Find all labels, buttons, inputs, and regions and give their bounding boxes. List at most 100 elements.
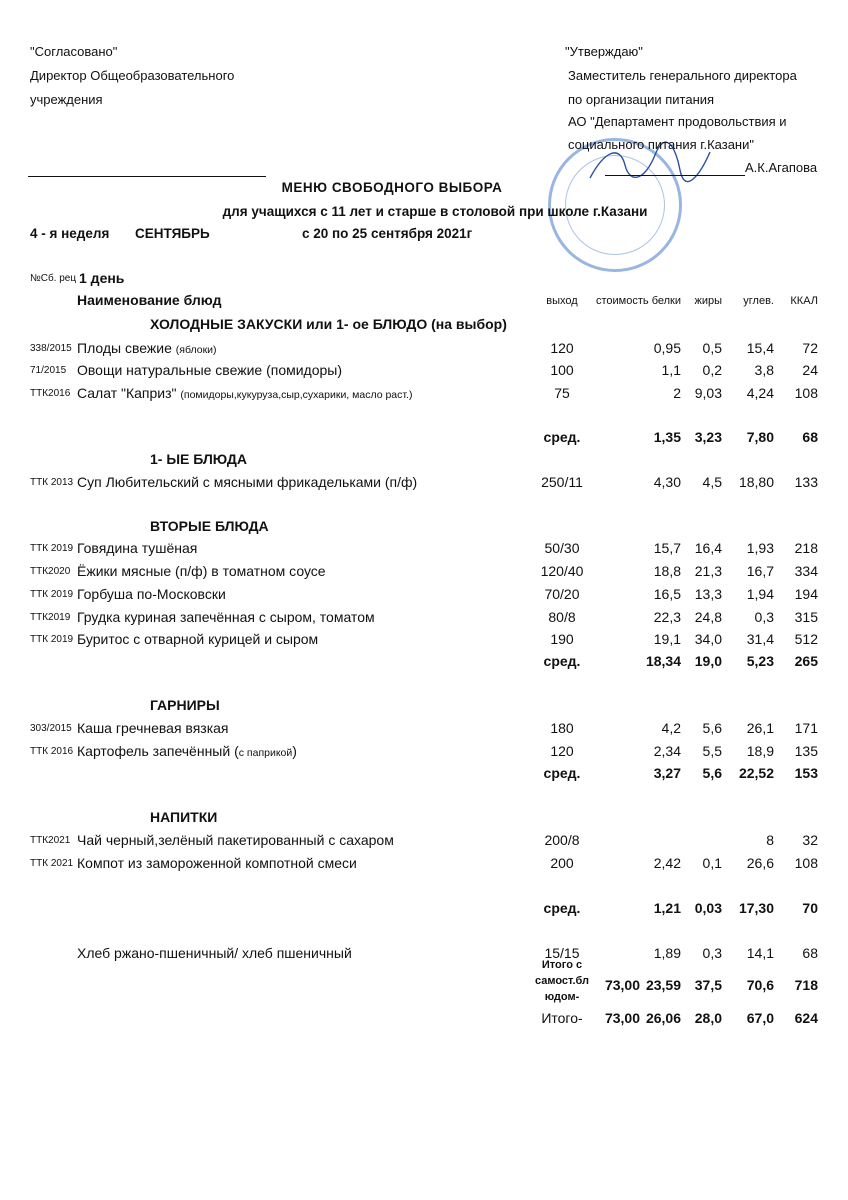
dish-name: Чай черный,зелёный пакетированный с саха… [77, 832, 394, 848]
dish-name: Плоды свежие [77, 340, 176, 356]
recipe-code: 338/2015 [30, 343, 72, 354]
protein-value: 19,1 [653, 631, 681, 647]
table-row: ТТК2021 Чай черный,зелёный пакетированны… [0, 832, 848, 852]
fat-value: 0,2 [702, 362, 722, 378]
portion-output: выход [546, 295, 578, 307]
protein-value: 15,7 [653, 540, 681, 556]
fat-value: 4,5 [702, 474, 722, 490]
table-row: ТТК 2019 Буритос с отварной курицей и сыр… [0, 631, 848, 651]
kcal-value: 72 [802, 340, 818, 356]
table-row: ТТК2020 Ёжики мясные (п/ф) в томатном со… [0, 563, 848, 583]
carbs-value: 1,93 [746, 540, 774, 556]
carbs-value: 67,0 [746, 1010, 774, 1026]
protein-value: 1,21 [653, 900, 681, 916]
kcal-value: 171 [794, 720, 818, 736]
carbs-value: 7,80 [746, 429, 774, 445]
kcal-value: 315 [794, 609, 818, 625]
table-row: 338/2015 Плоды свежие (яблоки) 120 0,95 0,5 1… [0, 340, 848, 360]
signature-line-right [605, 175, 745, 176]
recipe-code: ТТК 2021 [30, 858, 74, 869]
carbs-value: 26,1 [746, 720, 774, 736]
section-heading: ХОЛОДНЫЕ ЗАКУСКИ или 1- ое БЛЮДО (на выб… [0, 316, 848, 336]
fat-value: 13,3 [694, 586, 722, 602]
carbs-value: 31,4 [746, 631, 774, 647]
approval-right-title: "Утверждаю" [565, 44, 643, 59]
dish-name: Салат "Каприз" [77, 385, 181, 401]
dish-name: Говядина тушёная [77, 540, 198, 556]
kcal-value: 70 [802, 900, 818, 916]
dish-name: ГАРНИРЫ [150, 697, 220, 713]
protein-value: 1,89 [653, 945, 681, 961]
recipe-code: ТТК2016 [30, 388, 71, 399]
recipe-code: ТТК2020 [30, 566, 71, 577]
protein-value: 22,3 [653, 609, 681, 625]
recipe-code: ТТК 2019 [30, 634, 74, 645]
carbs-value: 8 [766, 832, 774, 848]
fat-value: 24,8 [694, 609, 722, 625]
section-heading: 1- ЫЕ БЛЮДА [0, 451, 848, 471]
dish-name: Картофель запечённый (с паприкой) [77, 743, 297, 759]
fat-value: 5,6 [702, 765, 722, 781]
kcal-value: 194 [794, 586, 818, 602]
dish-name: Овощи натуральные свежие (помидоры) [77, 362, 343, 378]
kcal-value: 24 [802, 362, 818, 378]
dish-name: Ёжики мясные (п/ф) в томатном соусе [77, 563, 326, 579]
dish-name: Каша гречневая вязкая [77, 720, 229, 736]
protein-value: 18,34 [645, 653, 681, 669]
fat-value: 16,4 [694, 540, 722, 556]
kcal-value: 218 [794, 540, 818, 556]
carbs-value: 1,94 [746, 586, 774, 602]
portion-output: Итого с самост.бл юдом- [534, 959, 590, 1003]
fat-value: 5,5 [702, 743, 722, 759]
cost-value: 73,00 [604, 1010, 640, 1026]
approval-right-line4: социального питания г.Казани" [568, 137, 754, 152]
kcal-value: 334 [794, 563, 818, 579]
kcal-value: 108 [794, 855, 818, 871]
fat-value: 0,03 [694, 900, 722, 916]
carbs-value: 26,6 [746, 855, 774, 871]
portion-output: 120/40 [540, 563, 584, 579]
carbs-value: 18,9 [746, 743, 774, 759]
kcal-value: 32 [802, 832, 818, 848]
fat-value: 34,0 [694, 631, 722, 647]
approval-right-line2: по организации питания [568, 92, 715, 107]
carbs-value: 5,23 [746, 653, 774, 669]
recipe-code: ТТК2019 [30, 612, 71, 623]
recipe-code: ТТК 2013 [30, 477, 74, 488]
approval-right-line1: Заместитель генерального директора [568, 68, 797, 83]
portion-output: сред. [543, 429, 581, 445]
dish-note: (яблоки) [175, 344, 217, 356]
protein-value: 1,1 [661, 362, 681, 378]
protein-value: 2 [673, 385, 681, 401]
signer-name: А.К.Агапова [745, 160, 818, 175]
carbs-value: 3,8 [754, 362, 774, 378]
month-label: СЕНТЯБРЬ [135, 226, 210, 241]
kcal-value: 153 [794, 765, 818, 781]
table-row: 71/2015 Овощи натуральные свежие (помидо… [0, 362, 848, 382]
carbs-value: 17,30 [738, 900, 774, 916]
approval-left-title: "Согласовано" [30, 44, 118, 59]
period-label: с 20 по 25 сентября 2021г [302, 226, 473, 241]
portion-output: 15/15 [544, 945, 580, 961]
fat-value: 0,1 [702, 855, 722, 871]
fat-value: 28,0 [694, 1010, 722, 1026]
document-subtitle: для учащихся с 11 лет и старше в столово… [222, 204, 648, 219]
carbs-value: 16,7 [746, 563, 774, 579]
portion-output: 80/8 [548, 609, 576, 625]
carbs-value: 70,6 [746, 977, 774, 993]
table-row: ТТК2016 Салат "Каприз" (помидоры,кукуруз… [0, 385, 848, 405]
fat-value: 5,6 [702, 720, 722, 736]
recipe-code: ТТК 2019 [30, 543, 74, 554]
dish-name: Плоды свежие (яблоки) [77, 340, 217, 356]
protein-value: 18,8 [653, 563, 681, 579]
signature [589, 141, 711, 183]
protein-value: 23,59 [645, 977, 681, 993]
summary-row: сред. 1,35 3,23 7,80 68 [0, 429, 848, 449]
carbs-value: углев. [743, 295, 774, 307]
carbs-value: 0,3 [754, 609, 774, 625]
table-row: 303/2015 Каша гречневая вязкая 180 4,2 5,6 2… [0, 720, 848, 740]
portion-output: 200 [550, 855, 574, 871]
recipe-code: ТТК 2016 [30, 746, 74, 757]
carbs-value: 4,24 [746, 385, 774, 401]
portion-output: Итого- [541, 1010, 583, 1026]
